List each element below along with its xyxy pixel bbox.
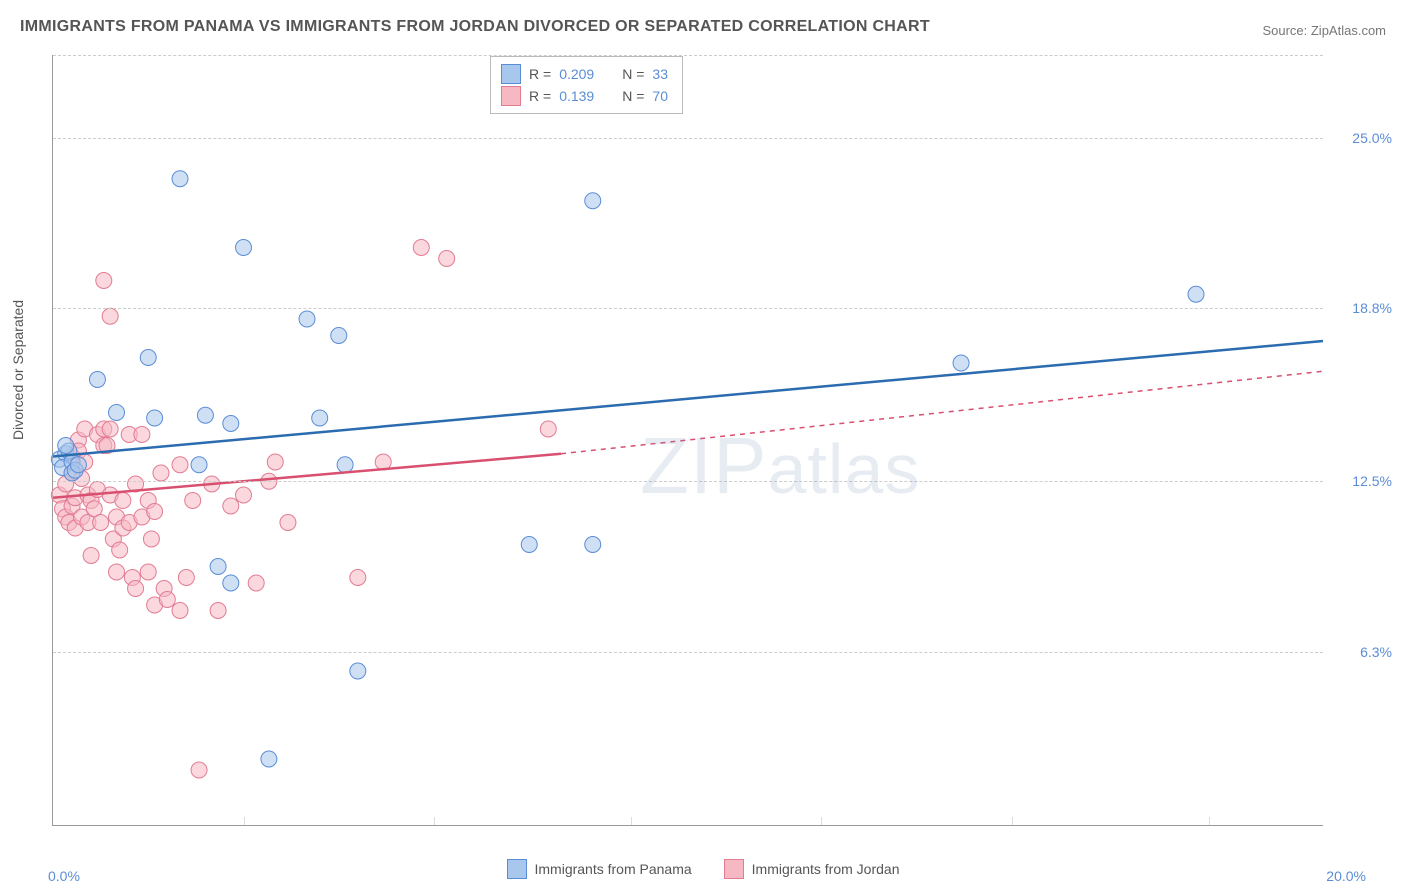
scatter-point bbox=[337, 457, 353, 473]
scatter-point bbox=[236, 487, 252, 503]
x-minor-tick bbox=[244, 817, 245, 825]
stats-row: R = 0.209 N = 33 bbox=[501, 63, 668, 85]
scatter-point bbox=[223, 575, 239, 591]
source-label: Source: ZipAtlas.com bbox=[1262, 23, 1386, 38]
y-tick-label: 18.8% bbox=[1352, 300, 1392, 316]
scatter-point bbox=[185, 493, 201, 509]
scatter-point bbox=[521, 537, 537, 553]
scatter-point bbox=[147, 410, 163, 426]
stat-n-value: 70 bbox=[652, 85, 668, 107]
scatter-point bbox=[109, 405, 125, 421]
plot-area bbox=[52, 55, 1323, 826]
scatter-point bbox=[236, 240, 252, 256]
scatter-point bbox=[70, 457, 86, 473]
scatter-point bbox=[93, 515, 109, 531]
scatter-point bbox=[299, 311, 315, 327]
scatter-point bbox=[102, 308, 118, 324]
scatter-point bbox=[261, 751, 277, 767]
stat-n-value: 33 bbox=[652, 63, 668, 85]
trend-line bbox=[53, 341, 1323, 457]
stat-r-value: 0.139 bbox=[559, 85, 594, 107]
scatter-point bbox=[312, 410, 328, 426]
chart-title: IMMIGRANTS FROM PANAMA VS IMMIGRANTS FRO… bbox=[20, 18, 930, 36]
y-axis-label: Divorced or Separated bbox=[10, 300, 26, 440]
scatter-point bbox=[134, 427, 150, 443]
scatter-point bbox=[280, 515, 296, 531]
gridline-horizontal bbox=[53, 55, 1323, 56]
legend-swatch bbox=[724, 859, 744, 879]
scatter-point bbox=[350, 663, 366, 679]
x-minor-tick bbox=[1012, 817, 1013, 825]
scatter-point bbox=[210, 559, 226, 575]
scatter-point bbox=[109, 564, 125, 580]
scatter-point bbox=[96, 273, 112, 289]
x-minor-tick bbox=[434, 817, 435, 825]
scatter-point bbox=[172, 457, 188, 473]
gridline-horizontal bbox=[53, 308, 1323, 309]
scatter-point bbox=[413, 240, 429, 256]
scatter-point bbox=[153, 465, 169, 481]
scatter-point bbox=[197, 407, 213, 423]
scatter-point bbox=[585, 193, 601, 209]
trend-line bbox=[561, 371, 1323, 454]
gridline-horizontal bbox=[53, 481, 1323, 482]
x-minor-tick bbox=[821, 817, 822, 825]
scatter-point bbox=[128, 581, 144, 597]
scatter-point bbox=[143, 531, 159, 547]
legend-label: Immigrants from Panama bbox=[535, 861, 692, 877]
y-tick-label: 25.0% bbox=[1352, 130, 1392, 146]
scatter-point bbox=[159, 592, 175, 608]
gridline-horizontal bbox=[53, 138, 1323, 139]
scatter-point bbox=[83, 548, 99, 564]
scatter-point bbox=[112, 542, 128, 558]
stat-r-label: R = bbox=[529, 63, 551, 85]
stat-r-label: R = bbox=[529, 85, 551, 107]
scatter-point bbox=[140, 564, 156, 580]
scatter-point bbox=[248, 575, 264, 591]
scatter-point bbox=[223, 498, 239, 514]
scatter-point bbox=[1188, 286, 1204, 302]
legend-item: Immigrants from Jordan bbox=[724, 859, 900, 879]
x-tick-min: 0.0% bbox=[48, 868, 80, 884]
scatter-plot-svg bbox=[53, 55, 1323, 825]
x-minor-tick bbox=[631, 817, 632, 825]
y-tick-label: 6.3% bbox=[1360, 644, 1392, 660]
stats-legend-box: R = 0.209 N = 33 R = 0.139 N = 70 bbox=[490, 56, 683, 114]
scatter-point bbox=[89, 372, 105, 388]
x-minor-tick bbox=[1209, 817, 1210, 825]
stats-row: R = 0.139 N = 70 bbox=[501, 85, 668, 107]
scatter-point bbox=[178, 570, 194, 586]
scatter-point bbox=[223, 416, 239, 432]
scatter-point bbox=[191, 762, 207, 778]
scatter-point bbox=[210, 603, 226, 619]
scatter-point bbox=[540, 421, 556, 437]
scatter-point bbox=[267, 454, 283, 470]
scatter-point bbox=[172, 603, 188, 619]
legend-swatch bbox=[501, 64, 521, 84]
scatter-point bbox=[115, 493, 131, 509]
scatter-point bbox=[350, 570, 366, 586]
legend-swatch bbox=[501, 86, 521, 106]
scatter-point bbox=[191, 457, 207, 473]
scatter-point bbox=[953, 355, 969, 371]
scatter-point bbox=[140, 350, 156, 366]
scatter-point bbox=[172, 171, 188, 187]
legend-item: Immigrants from Panama bbox=[507, 859, 692, 879]
stat-r-value: 0.209 bbox=[559, 63, 594, 85]
stat-n-label: N = bbox=[622, 63, 644, 85]
x-tick-max: 20.0% bbox=[1326, 868, 1366, 884]
trend-line bbox=[53, 454, 561, 498]
scatter-point bbox=[147, 504, 163, 520]
scatter-point bbox=[585, 537, 601, 553]
scatter-point bbox=[58, 438, 74, 454]
legend-bottom: Immigrants from Panama Immigrants from Jo… bbox=[0, 859, 1406, 882]
y-tick-label: 12.5% bbox=[1352, 473, 1392, 489]
legend-label: Immigrants from Jordan bbox=[752, 861, 900, 877]
legend-swatch bbox=[507, 859, 527, 879]
scatter-point bbox=[102, 421, 118, 437]
stat-n-label: N = bbox=[622, 85, 644, 107]
gridline-horizontal bbox=[53, 652, 1323, 653]
scatter-point bbox=[439, 251, 455, 267]
scatter-point bbox=[331, 328, 347, 344]
